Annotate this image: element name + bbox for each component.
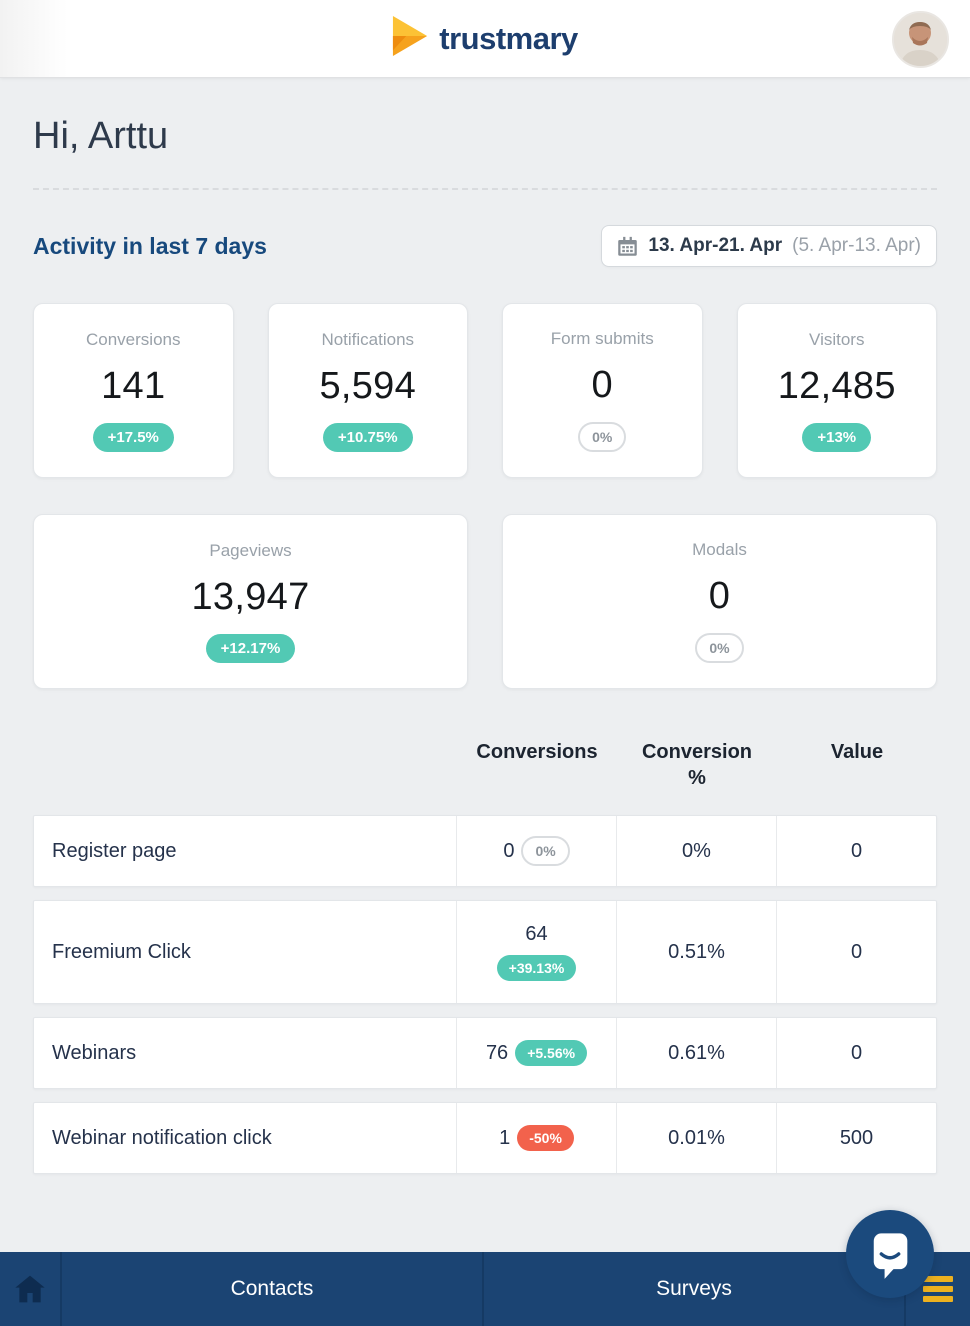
conversion-pct-cell: 0% — [616, 816, 776, 886]
row-conversions-cell: 64 +39.13% — [456, 901, 616, 1003]
date-range-picker[interactable]: 13. Apr-21. Apr (5. Apr-13. Apr) — [601, 225, 937, 267]
stat-card-visitors: Visitors 12,485 +13% — [736, 303, 937, 478]
row-label: Webinars — [52, 1041, 137, 1064]
stat-card-modals: Modals 0 0% — [502, 514, 937, 689]
stat-change-badge: 0% — [695, 633, 744, 663]
table-row-register-page[interactable]: Register page 0 0% 0% 0 — [33, 815, 937, 887]
bottom-nav: Contacts Surveys — [0, 1252, 970, 1326]
change-badge: 0% — [521, 836, 570, 866]
stat-value: 141 — [101, 364, 166, 407]
main-content: Hi, Arttu Activity in last 7 days — [0, 115, 970, 1174]
date-range-compare: (5. Apr-13. Apr) — [792, 235, 921, 256]
value-cell: 0 — [776, 901, 936, 1003]
nav-surveys[interactable]: Surveys — [484, 1252, 906, 1326]
greeting-title: Hi, Arttu — [33, 115, 169, 157]
chat-widget-button[interactable] — [846, 1210, 934, 1298]
stat-label: Pageviews — [209, 540, 292, 560]
stat-change-badge: +17.5% — [92, 422, 174, 452]
menu-button[interactable] — [906, 1252, 970, 1326]
row-conversions-cell: 76 +5.56% — [456, 1018, 616, 1088]
stat-change-badge: +13% — [802, 422, 872, 452]
stat-label: Form submits — [550, 329, 654, 348]
top-header: trustmary — [0, 0, 970, 78]
row-conversions-cell: 0 0% — [456, 816, 616, 886]
date-range-current: 13. Apr-21. Apr — [648, 235, 783, 256]
conversions-count: 1 — [499, 1126, 511, 1149]
stats-row-1: Conversions 141 +17.5% Notifications 5,5… — [33, 303, 937, 478]
stat-card-pageviews: Pageviews 13,947 +12.17% — [33, 514, 468, 689]
stats-row-2: Pageviews 13,947 +12.17% Modals 0 0% — [33, 514, 937, 689]
stat-value: 0 — [708, 575, 731, 617]
conversion-pct-cell: 0.01% — [616, 1103, 776, 1173]
change-badge: -50% — [517, 1125, 574, 1151]
stat-card-notifications: Notifications 5,594 +10.75% — [267, 303, 468, 478]
stat-value: 5,594 — [319, 364, 417, 407]
trustmary-logo[interactable]: trustmary — [392, 15, 578, 62]
stat-label: Modals — [692, 540, 747, 559]
stat-change-badge: +12.17% — [205, 633, 296, 663]
row-label: Webinar notification click — [52, 1126, 272, 1149]
home-icon — [14, 1274, 46, 1304]
conversion-pct-cell: 0.51% — [616, 901, 776, 1003]
conversion-pct-cell: 0.61% — [616, 1018, 776, 1088]
row-label: Register page — [52, 839, 177, 862]
stat-value: 0 — [591, 364, 613, 406]
conversions-count: 64 — [525, 923, 548, 945]
user-avatar[interactable] — [892, 11, 949, 68]
value-cell: 0 — [776, 1018, 936, 1088]
section-divider — [33, 188, 937, 190]
stat-label: Conversions — [86, 329, 181, 349]
column-header-value: Value — [830, 741, 884, 763]
chat-bubble-icon — [864, 1228, 916, 1280]
column-header-conversions: Conversions — [476, 741, 598, 763]
stat-card-conversions: Conversions 141 +17.5% — [33, 303, 234, 478]
conversions-table: Conversions Conversion % Value Register … — [33, 727, 937, 1174]
activity-header-row: Activity in last 7 days 13. Apr-21. Apr — [33, 225, 937, 267]
table-body: Register page 0 0% 0% 0 Freemium Click 6… — [33, 815, 937, 1174]
row-conversions-cell: 1 -50% — [456, 1103, 616, 1173]
table-row-webinars[interactable]: Webinars 76 +5.56% 0.61% 0 — [33, 1017, 937, 1089]
conversions-count: 76 — [485, 1041, 509, 1064]
activity-section-title: Activity in last 7 days — [33, 232, 267, 259]
change-badge: +5.56% — [515, 1040, 588, 1066]
stat-value: 13,947 — [191, 575, 310, 618]
table-row-freemium-click[interactable]: Freemium Click 64 +39.13% 0.51% 0 — [33, 900, 937, 1004]
stat-change-badge: 0% — [578, 422, 627, 452]
nav-contacts[interactable]: Contacts — [62, 1252, 484, 1326]
avatar-photo — [894, 13, 947, 66]
calendar-icon — [617, 236, 638, 257]
conversions-count: 0 — [503, 839, 515, 862]
trustmary-logo-icon — [392, 15, 430, 62]
table-header: Conversions Conversion % Value — [33, 727, 937, 815]
trustmary-logo-text: trustmary — [439, 20, 578, 56]
stat-value: 12,485 — [777, 364, 896, 407]
column-header-conversion-pct: Conversion % — [641, 741, 753, 789]
stat-label: Notifications — [321, 329, 415, 349]
stat-change-badge: +10.75% — [322, 422, 413, 452]
row-label: Freemium Click — [52, 940, 191, 963]
change-badge: +39.13% — [496, 955, 577, 981]
table-row-webinar-notification-click[interactable]: Webinar notification click 1 -50% 0.01% … — [33, 1102, 937, 1174]
stat-card-form-submits: Form submits 0 0% — [502, 303, 703, 478]
value-cell: 0 — [776, 816, 936, 886]
stat-label: Visitors — [809, 329, 865, 349]
value-cell: 500 — [776, 1103, 936, 1173]
home-button[interactable] — [0, 1252, 62, 1326]
hamburger-icon — [923, 1276, 953, 1282]
